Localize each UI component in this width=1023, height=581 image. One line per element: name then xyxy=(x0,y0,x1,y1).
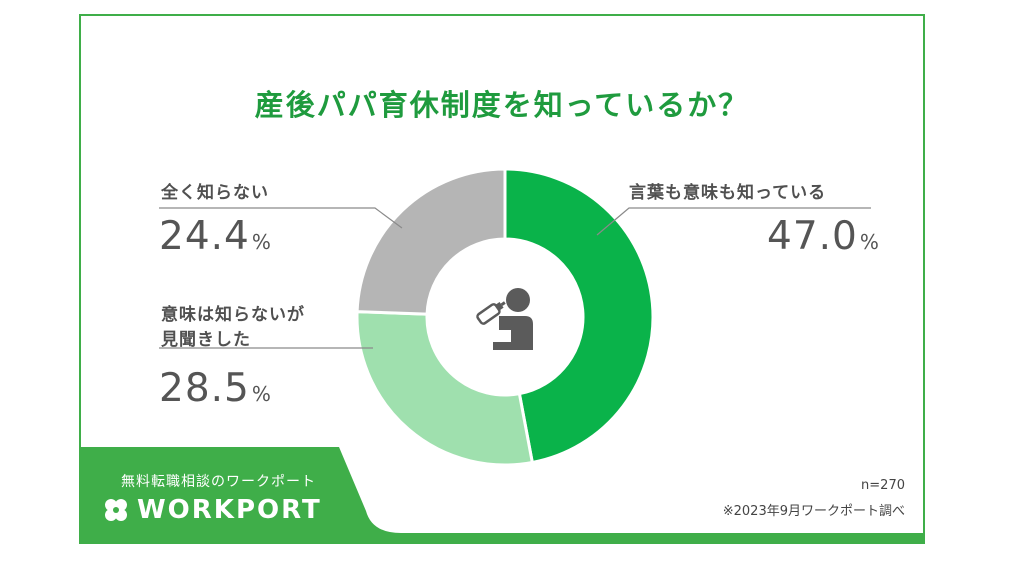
chart-title: 産後パパ育休制度を知っているか？ xyxy=(254,88,750,122)
value-known-unit: % xyxy=(859,230,880,254)
value-known-number: 47.0 xyxy=(767,214,858,259)
value-heard-unit: % xyxy=(251,382,272,406)
leader-line-known xyxy=(596,207,871,236)
infographic-card: 産後パパ育休制度を知っているか？ 言葉も意味も知っている 47.0% 全く知らな… xyxy=(79,14,925,544)
slice-unknown xyxy=(355,167,507,316)
value-unknown: 24.4% xyxy=(159,214,272,259)
label-heard-line1: 意味は知らないが xyxy=(161,305,305,325)
brand-logo: WORKPORT xyxy=(103,495,322,525)
label-unknown: 全く知らない xyxy=(161,183,269,203)
label-known: 言葉も意味も知っている xyxy=(629,183,827,203)
value-heard-number: 28.5 xyxy=(159,366,250,411)
slice-known xyxy=(503,167,655,465)
brand-name: WORKPORT xyxy=(137,495,322,525)
footer-band xyxy=(81,447,923,542)
value-known: 47.0% xyxy=(767,214,880,259)
baby-with-bottle-icon xyxy=(476,288,533,350)
label-heard-line2: 見聞きした xyxy=(161,330,251,350)
brand-subtitle: 無料転職相談のワークポート xyxy=(121,474,316,490)
value-heard: 28.5% xyxy=(159,366,272,411)
sample-size: n=270 xyxy=(861,478,905,493)
value-unknown-number: 24.4 xyxy=(159,214,250,259)
slice-heard xyxy=(355,310,535,467)
source-note: ※2023年9月ワークポート調べ xyxy=(722,504,905,519)
donut-chart xyxy=(159,167,871,467)
value-unknown-unit: % xyxy=(251,230,272,254)
clover-icon xyxy=(105,499,127,521)
leader-line-unknown xyxy=(159,207,403,229)
